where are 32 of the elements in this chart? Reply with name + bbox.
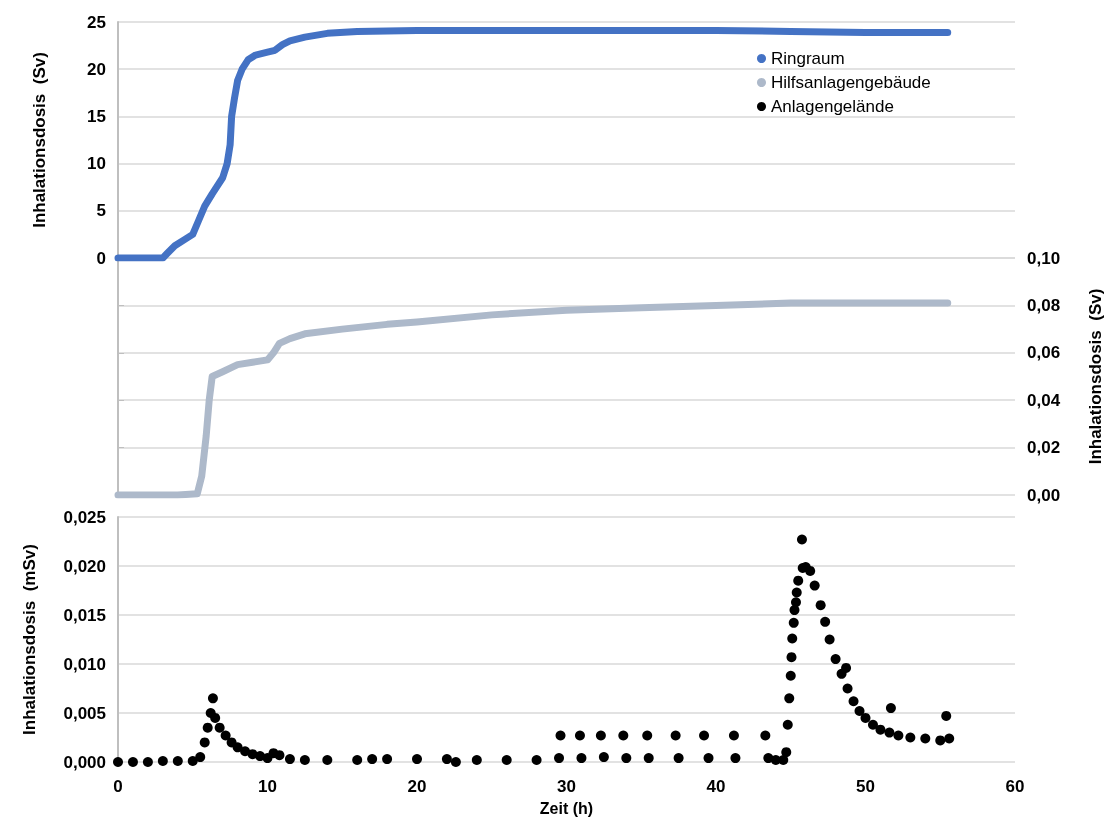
y2-tick-label: 0,06 bbox=[1027, 343, 1061, 363]
legend-label: Ringraum bbox=[771, 49, 845, 68]
y2-axis-title: Inhalationsdosis (Sv) bbox=[1086, 288, 1105, 465]
x-tick-label: 60 bbox=[1005, 777, 1025, 796]
x-axis-title: Zeit (h) bbox=[539, 799, 594, 817]
x-tick-label: 0 bbox=[113, 777, 123, 796]
y-tick-label: 0,005 bbox=[63, 703, 106, 723]
x-tick-label: 40 bbox=[706, 777, 726, 796]
y2-tick-label: 0,08 bbox=[1027, 295, 1061, 315]
x-tick-label: 20 bbox=[407, 777, 427, 796]
y2-tick-label: 0,04 bbox=[1027, 390, 1061, 410]
y-tick-label: 0,025 bbox=[63, 507, 106, 527]
x-tick-label: 10 bbox=[258, 777, 277, 796]
legend-label: Anlagengelände bbox=[771, 97, 894, 116]
y2-tick-label: 0,00 bbox=[1027, 485, 1061, 505]
y-tick-label: 0,015 bbox=[63, 605, 106, 625]
y-tick-label: 25 bbox=[87, 12, 106, 32]
y-tick-label: 0 bbox=[96, 248, 106, 268]
y-tick-label: 0,020 bbox=[63, 556, 106, 576]
y2-tick-label: 0,10 bbox=[1027, 248, 1061, 268]
y-axis-title: Inhalationsdosis (mSv) bbox=[20, 544, 39, 735]
x-tick-label: 30 bbox=[557, 777, 576, 796]
y-tick-label: 0,000 bbox=[63, 752, 106, 772]
y-tick-label: 15 bbox=[87, 106, 106, 126]
y-axis-title: Inhalationsdosis (Sv) bbox=[30, 52, 49, 228]
y2-tick-label: 0,02 bbox=[1027, 438, 1061, 458]
y-tick-label: 5 bbox=[96, 201, 106, 221]
y-tick-label: 20 bbox=[87, 59, 106, 79]
y-tick-label: 10 bbox=[87, 154, 106, 174]
y-tick-label: 0,010 bbox=[63, 654, 106, 674]
x-tick-label: 50 bbox=[856, 777, 875, 796]
legend-label: Hilfsanlagengebäude bbox=[771, 73, 931, 92]
